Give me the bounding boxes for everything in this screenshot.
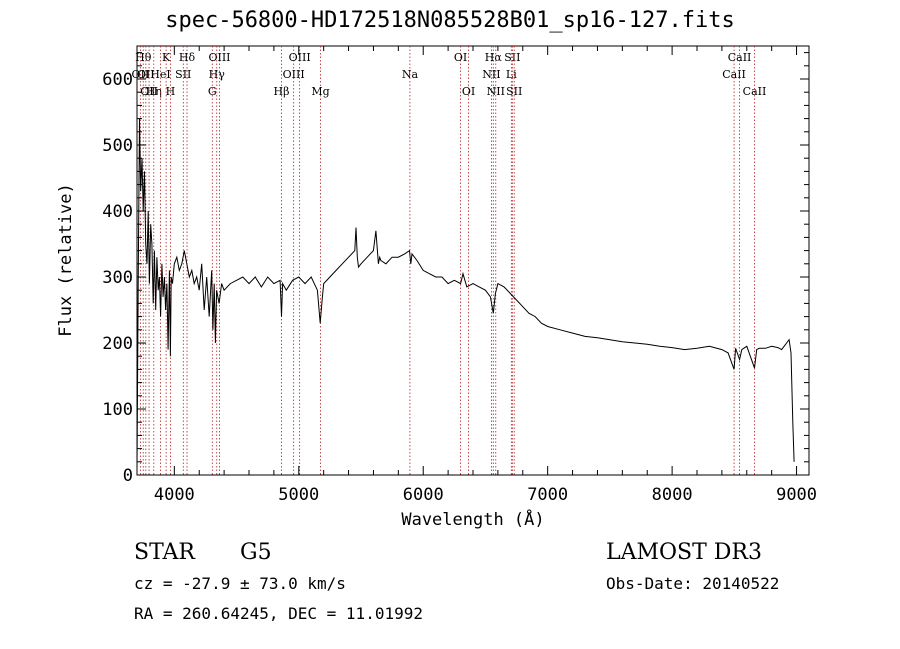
coordinates: RA = 260.64245, DEC = 11.01992 (134, 604, 423, 623)
line-label-2: OII (137, 68, 155, 81)
line-label-28: CaII (743, 85, 767, 98)
line-label-7: H (166, 85, 176, 98)
line-label-19: OI (462, 85, 475, 98)
emission-line-markers: OIIHθOIIOIIHηHeIKHSIIHδGHγOIIIHβOIIIOIII… (132, 46, 767, 475)
line-label-25: SII (506, 85, 522, 98)
line-label-6: K (162, 51, 171, 64)
spectrum-line (136, 118, 795, 469)
line-label-23: Li (506, 68, 517, 81)
object-class: STAR (134, 540, 195, 565)
line-label-11: Hγ (209, 68, 226, 81)
x-tick-label-3: 7000 (527, 485, 568, 505)
line-label-12: OIII (208, 51, 230, 64)
line-label-0: OII (132, 68, 150, 81)
y-tick-label-4: 400 (102, 202, 133, 222)
line-label-24: SII (504, 51, 520, 64)
object-subclass: G5 (240, 540, 272, 565)
line-label-9: Hδ (179, 51, 196, 64)
y-tick-label-1: 100 (102, 400, 133, 420)
observation-date: Obs-Date: 20140522 (606, 574, 780, 593)
line-label-17: Na (402, 68, 419, 81)
redshift-value: cz = -27.9 ± 73.0 km/s (134, 574, 346, 593)
line-label-20: NII (482, 68, 500, 81)
line-label-15: OIII (289, 51, 311, 64)
line-label-8: SII (175, 68, 191, 81)
y-tick-label-2: 200 (102, 334, 133, 354)
line-label-22: NII (487, 85, 505, 98)
line-label-4: Hη (146, 85, 162, 98)
x-tick-label-4: 8000 (652, 485, 693, 505)
y-tick-label-0: 0 (123, 466, 133, 486)
line-label-14: OIII (283, 68, 305, 81)
chart-title: spec-56800-HD172518N085528B01_sp16-127.f… (165, 8, 735, 33)
line-label-5: HeI (150, 68, 170, 81)
y-axis-label: Flux (relative) (56, 183, 76, 337)
survey-name: LAMOST DR3 (606, 540, 762, 565)
y-axis-ticks: 0 100 200 300 400 500 600 (102, 52, 809, 486)
y-tick-label-6: 600 (102, 70, 133, 90)
x-tick-label-2: 6000 (403, 485, 444, 505)
line-label-27: CaII (728, 51, 752, 64)
line-label-13: Hβ (274, 85, 290, 98)
x-axis-ticks: 4000 5000 6000 7000 8000 9000 (154, 46, 817, 505)
x-tick-label-5: 9000 (776, 485, 817, 505)
plot-frame (136, 45, 810, 476)
y-tick-label-3: 300 (102, 268, 133, 288)
line-label-16: Mg (311, 85, 329, 98)
line-label-1: Hθ (135, 51, 152, 64)
x-axis-label: Wavelength (Å) (401, 510, 545, 530)
x-tick-label-1: 5000 (278, 485, 319, 505)
line-label-10: G (208, 85, 217, 98)
x-tick-label-0: 4000 (154, 485, 195, 505)
line-label-21: Hα (485, 51, 503, 64)
line-label-18: OI (454, 51, 467, 64)
y-tick-label-5: 500 (102, 136, 133, 156)
line-label-26: CaII (722, 68, 746, 81)
